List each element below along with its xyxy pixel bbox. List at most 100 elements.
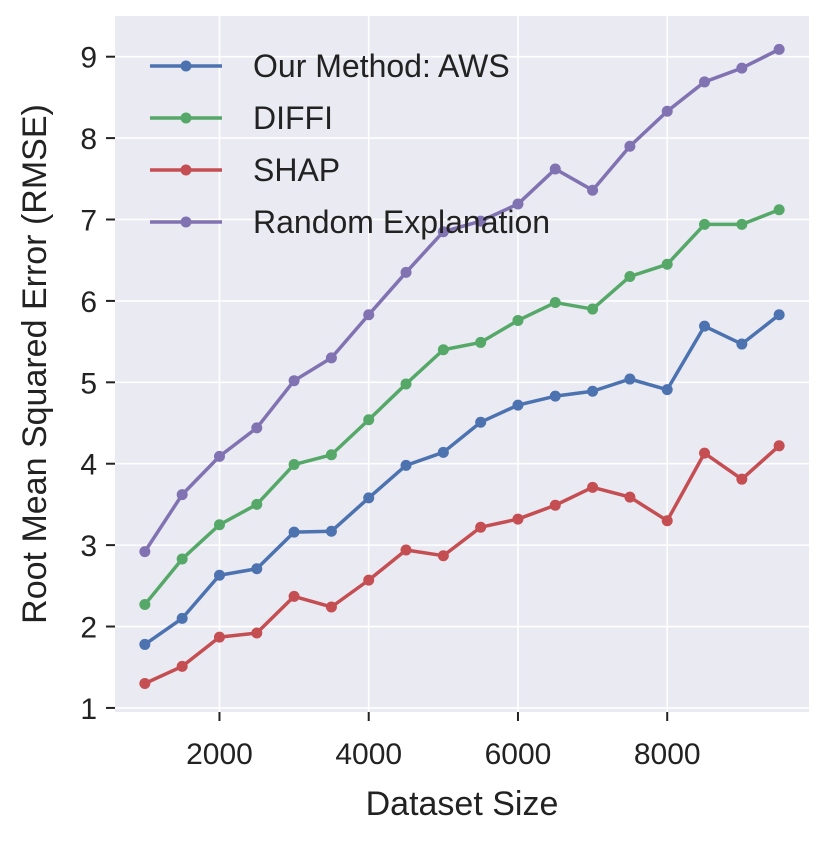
data-point <box>288 459 300 471</box>
data-point <box>288 526 300 538</box>
legend-item: SHAP <box>150 152 340 188</box>
data-point <box>736 218 748 230</box>
data-point <box>549 163 561 175</box>
data-point <box>363 414 375 426</box>
y-axis-label: Root Mean Squared Error (RMSE) <box>16 104 54 624</box>
series-layer <box>139 43 785 690</box>
data-point <box>363 309 375 321</box>
data-point <box>400 378 412 390</box>
x-axis-label: Dataset Size <box>366 785 559 823</box>
data-point <box>773 440 785 452</box>
data-point <box>587 184 599 196</box>
y-tick-label: 8 <box>80 123 97 156</box>
data-point <box>773 43 785 55</box>
series-line <box>143 207 781 607</box>
data-point <box>139 546 151 558</box>
data-point <box>400 266 412 278</box>
data-point <box>549 499 561 511</box>
data-point <box>624 373 636 385</box>
data-point <box>661 515 673 527</box>
series-2 <box>139 440 785 690</box>
series-line <box>143 313 781 647</box>
legend-item: DIFFI <box>150 100 333 136</box>
data-point <box>176 553 188 565</box>
y-tick-label: 1 <box>80 693 97 726</box>
data-point <box>400 544 412 556</box>
data-point <box>437 226 449 238</box>
data-point <box>325 601 337 613</box>
data-point <box>549 390 561 402</box>
y-tick-label: 4 <box>80 449 97 482</box>
legend-label: DIFFI <box>253 100 333 136</box>
data-point <box>251 422 263 434</box>
legend-item: Our Method: AWS <box>150 48 510 84</box>
data-point <box>549 297 561 309</box>
legend-swatch-marker <box>180 164 192 176</box>
x-tick-label: 8000 <box>634 738 701 771</box>
data-point <box>699 320 711 332</box>
data-point <box>400 459 412 471</box>
data-point <box>437 446 449 458</box>
series-1 <box>139 204 785 611</box>
data-point <box>736 62 748 74</box>
series-3 <box>139 43 785 558</box>
data-point <box>213 631 225 643</box>
data-point <box>736 338 748 350</box>
data-point <box>325 352 337 364</box>
data-point <box>661 384 673 396</box>
data-point <box>363 492 375 504</box>
y-tick-label: 9 <box>80 42 97 75</box>
data-point <box>176 612 188 624</box>
data-point <box>213 569 225 581</box>
data-point <box>437 550 449 562</box>
data-point <box>587 481 599 493</box>
x-tick-label: 4000 <box>335 738 402 771</box>
plot-area <box>115 16 809 712</box>
data-point <box>475 336 487 348</box>
y-tick-label: 7 <box>80 205 97 238</box>
data-point <box>512 513 524 525</box>
legend-label: Our Method: AWS <box>253 48 510 84</box>
data-point <box>325 525 337 537</box>
data-point <box>139 638 151 650</box>
y-tick-label: 6 <box>80 286 97 319</box>
data-point <box>661 258 673 270</box>
legend-label: Random Explanation <box>253 204 550 240</box>
data-point <box>699 76 711 88</box>
legend-item: Random Explanation <box>150 204 550 240</box>
data-point <box>475 416 487 428</box>
data-point <box>587 303 599 315</box>
grid-lines <box>115 16 809 712</box>
data-point <box>176 660 188 672</box>
legend: Our Method: AWS DIFFI SHAP Random Explanati… <box>150 48 550 240</box>
data-point <box>773 204 785 216</box>
y-tick-label: 3 <box>80 530 97 563</box>
data-point <box>512 314 524 326</box>
data-point <box>624 140 636 152</box>
legend-swatch-marker <box>180 112 192 124</box>
legend-label: SHAP <box>253 152 340 188</box>
data-point <box>139 599 151 611</box>
series-line <box>143 444 781 686</box>
data-point <box>251 627 263 639</box>
x-tick-label: 2000 <box>186 738 253 771</box>
data-point <box>176 489 188 501</box>
data-point <box>661 105 673 117</box>
data-point <box>437 344 449 356</box>
data-point <box>475 215 487 227</box>
data-point <box>213 519 225 531</box>
data-point <box>587 385 599 397</box>
data-point <box>624 491 636 503</box>
data-point <box>475 521 487 533</box>
data-point <box>288 375 300 387</box>
x-tick-label: 6000 <box>485 738 552 771</box>
data-point <box>512 399 524 411</box>
data-point <box>251 498 263 510</box>
data-point <box>736 473 748 485</box>
data-point <box>139 678 151 690</box>
data-point <box>512 198 524 210</box>
data-point <box>699 218 711 230</box>
data-point <box>251 563 263 575</box>
data-point <box>773 309 785 321</box>
